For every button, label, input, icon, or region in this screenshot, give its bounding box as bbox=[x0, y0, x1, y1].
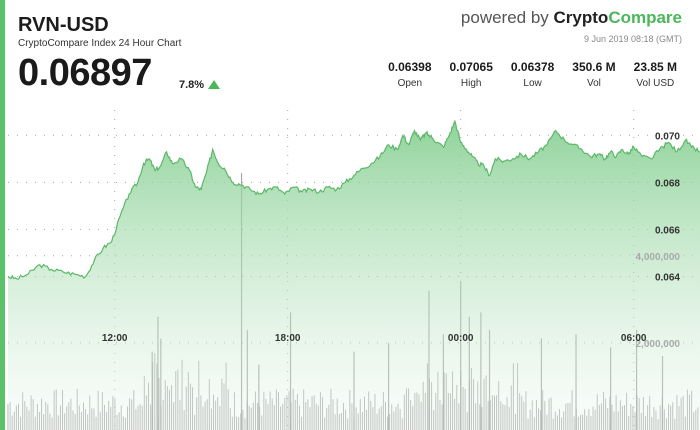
price-area-fill bbox=[8, 121, 700, 430]
axis-labels: 0.070 0.068 0.066 0.064 4,000,000 2,000,000 12… bbox=[102, 131, 681, 350]
price-area bbox=[7, 119, 700, 430]
price-line bbox=[7, 119, 700, 280]
stat-open: 0.06398 Open bbox=[379, 60, 440, 89]
volume-tick-label: 2,000,000 bbox=[636, 339, 681, 350]
stat-label: Open bbox=[397, 78, 423, 89]
stat-vol: 350.6 M Vol bbox=[563, 60, 624, 89]
stat-value: 23.85 M bbox=[633, 60, 677, 74]
stat-value: 0.07065 bbox=[449, 60, 493, 74]
stats-panel: 0.06398 Open 0.07065 High 0.06378 Low 35… bbox=[379, 60, 686, 89]
stat-label: Vol USD bbox=[636, 78, 675, 89]
price-tick-label: 0.068 bbox=[655, 178, 680, 189]
brand-logo[interactable]: powered by CryptoCompare bbox=[461, 8, 682, 28]
pair-title: RVN-USD bbox=[18, 14, 109, 36]
brand-name-part1: Crypto bbox=[553, 8, 609, 27]
time-tick-label: 06:00 bbox=[621, 333, 647, 344]
brand-name-part2: Compare bbox=[608, 8, 682, 27]
stat-value: 350.6 M bbox=[572, 60, 616, 74]
stat-label: Vol bbox=[587, 78, 601, 89]
price-tick-label: 0.070 bbox=[655, 131, 680, 142]
price-tick-label: 0.064 bbox=[655, 272, 680, 283]
accent-bar bbox=[0, 0, 5, 430]
stat-value: 0.06398 bbox=[388, 60, 432, 74]
stat-label: High bbox=[460, 78, 482, 89]
time-tick-label: 18:00 bbox=[275, 333, 301, 344]
time-tick-label: 12:00 bbox=[102, 333, 128, 344]
chart-subtitle: CryptoCompare Index 24 Hour Chart bbox=[18, 38, 182, 49]
time-tick-label: 00:00 bbox=[448, 333, 474, 344]
current-price: 0.06897 bbox=[18, 52, 152, 94]
price-tick-label: 0.066 bbox=[655, 225, 680, 236]
up-arrow-icon bbox=[208, 80, 220, 89]
stat-high: 0.07065 High bbox=[441, 60, 502, 89]
stat-vol-usd: 23.85 M Vol USD bbox=[625, 60, 686, 89]
timestamp: 9 Jun 2019 08:18 (GMT) bbox=[583, 34, 682, 44]
volume-tick-label: 4,000,000 bbox=[636, 252, 681, 263]
stat-low: 0.06378 Low bbox=[502, 60, 563, 89]
stat-value: 0.06378 bbox=[510, 60, 555, 74]
stat-label: Low bbox=[523, 78, 542, 89]
price-change: 7.8% bbox=[179, 79, 205, 91]
powered-by-text: powered by bbox=[460, 8, 549, 27]
